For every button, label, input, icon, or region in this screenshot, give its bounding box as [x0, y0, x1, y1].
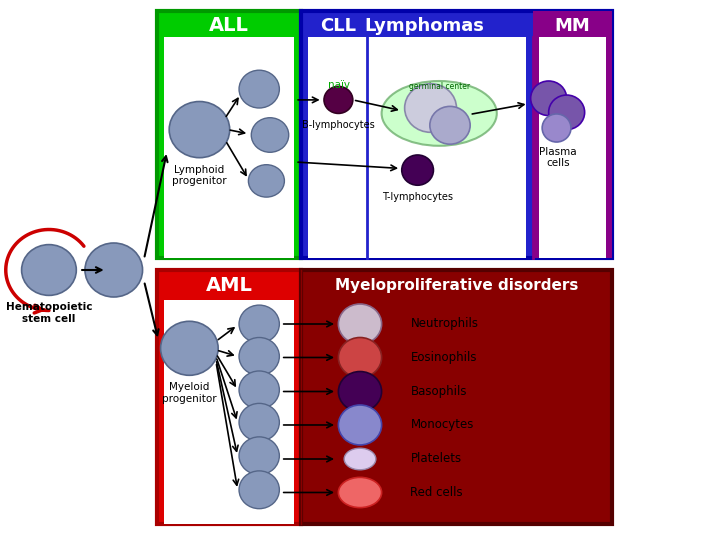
Ellipse shape	[338, 372, 382, 411]
Ellipse shape	[248, 165, 284, 197]
FancyBboxPatch shape	[157, 270, 301, 524]
Ellipse shape	[549, 95, 585, 130]
Ellipse shape	[85, 243, 143, 297]
Ellipse shape	[161, 321, 218, 375]
Ellipse shape	[338, 405, 382, 445]
Ellipse shape	[251, 118, 289, 152]
Text: Myeloid
progenitor: Myeloid progenitor	[162, 382, 217, 404]
Text: Eosinophils: Eosinophils	[410, 351, 477, 364]
Ellipse shape	[239, 403, 279, 441]
Text: ALL: ALL	[209, 16, 249, 36]
Text: Monocytes: Monocytes	[410, 418, 474, 431]
FancyBboxPatch shape	[301, 270, 612, 524]
FancyBboxPatch shape	[157, 11, 301, 258]
Ellipse shape	[338, 304, 382, 344]
FancyBboxPatch shape	[164, 37, 294, 258]
Text: Lymphomas: Lymphomas	[365, 17, 485, 35]
FancyBboxPatch shape	[301, 11, 612, 258]
Ellipse shape	[239, 305, 279, 343]
Ellipse shape	[239, 471, 279, 509]
FancyBboxPatch shape	[164, 300, 294, 524]
Text: T-lymphocytes: T-lymphocytes	[382, 192, 453, 202]
Ellipse shape	[430, 106, 470, 144]
FancyBboxPatch shape	[533, 11, 612, 258]
Ellipse shape	[239, 437, 279, 475]
Ellipse shape	[239, 70, 279, 108]
Ellipse shape	[531, 81, 567, 116]
Text: MM: MM	[554, 17, 590, 35]
Ellipse shape	[344, 448, 376, 470]
Ellipse shape	[169, 102, 230, 158]
Ellipse shape	[542, 114, 571, 142]
Text: CLL: CLL	[320, 17, 356, 35]
Text: Myeloproliferative disorders: Myeloproliferative disorders	[335, 278, 578, 293]
Text: Neutrophils: Neutrophils	[410, 318, 478, 330]
FancyBboxPatch shape	[539, 37, 606, 258]
Ellipse shape	[405, 84, 456, 132]
Ellipse shape	[382, 81, 497, 146]
FancyBboxPatch shape	[308, 37, 526, 258]
Text: Hematopoietic
stem cell: Hematopoietic stem cell	[6, 302, 92, 324]
Text: Plasma
cells: Plasma cells	[539, 147, 577, 168]
Ellipse shape	[239, 338, 279, 375]
Text: Red cells: Red cells	[410, 486, 463, 499]
Ellipse shape	[324, 86, 353, 113]
Text: Platelets: Platelets	[410, 453, 462, 465]
Ellipse shape	[239, 371, 279, 409]
Text: naïv: naïv	[328, 80, 351, 90]
Ellipse shape	[402, 155, 433, 185]
Text: Basophils: Basophils	[410, 385, 467, 398]
Text: germinal center: germinal center	[409, 82, 469, 91]
Ellipse shape	[338, 338, 382, 377]
Ellipse shape	[338, 477, 382, 508]
Ellipse shape	[22, 245, 76, 295]
Text: B-lymphocytes: B-lymphocytes	[302, 120, 375, 130]
Text: Lymphoid
progenitor: Lymphoid progenitor	[172, 165, 227, 186]
Text: AML: AML	[205, 275, 253, 295]
